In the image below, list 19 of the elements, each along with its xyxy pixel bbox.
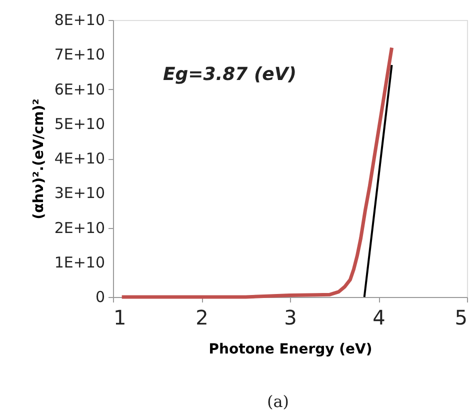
y-tick-label: 7E+10: [54, 46, 105, 64]
y-tick-label: 0: [95, 288, 105, 306]
x-tick-label: 5: [454, 306, 468, 330]
y-axis-title: (αhν)².(eV/cm)²: [31, 98, 47, 220]
annotation: Eg=3.87 (eV): [163, 64, 297, 85]
line-series: [120, 46, 394, 299]
y-tick-label: 1E+10: [54, 253, 105, 272]
x-tick-label: 3: [284, 306, 297, 330]
y-tick-label: 3E+10: [54, 184, 105, 202]
y-tick-label: 6E+10: [54, 80, 105, 98]
y-tick-label: 5E+10: [54, 114, 105, 133]
x-tick-label: 2: [196, 306, 208, 330]
text: (a): [266, 392, 290, 411]
x-tick-label: 1: [114, 306, 126, 330]
y-tick-label: 4E+10: [54, 150, 105, 168]
y-tick-label: 8E+10: [54, 11, 105, 29]
x-axis-title: Photone Energy (eV): [208, 342, 372, 358]
x-tick-label: 4: [372, 306, 386, 330]
y-tick-label: 2E+10: [54, 218, 105, 237]
